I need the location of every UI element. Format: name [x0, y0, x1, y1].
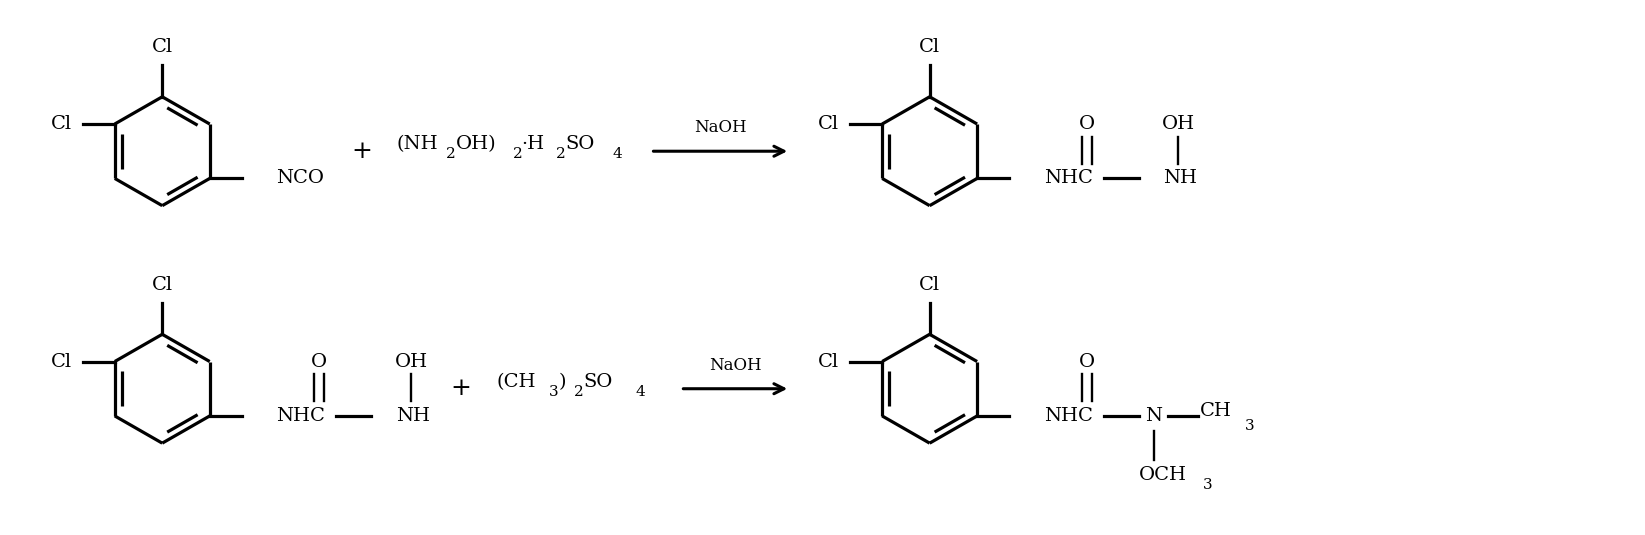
Text: 3: 3: [549, 385, 559, 399]
Text: ·H: ·H: [521, 135, 544, 154]
Text: 2: 2: [574, 385, 584, 399]
Text: O: O: [311, 353, 327, 371]
Text: NH: NH: [396, 407, 429, 425]
Text: NHC: NHC: [1045, 407, 1092, 425]
Text: Cl: Cl: [51, 353, 71, 371]
Text: O: O: [1079, 353, 1096, 371]
Text: SO: SO: [584, 373, 614, 391]
Text: 2: 2: [513, 147, 523, 161]
Text: 3: 3: [1245, 419, 1255, 433]
Text: OH: OH: [395, 353, 428, 371]
Text: Cl: Cl: [920, 39, 941, 56]
Text: SO: SO: [566, 135, 595, 154]
Text: (NH: (NH: [396, 135, 438, 154]
Text: 4: 4: [635, 385, 645, 399]
Text: 2: 2: [446, 147, 456, 161]
Text: NHC: NHC: [1045, 170, 1092, 187]
Text: NCO: NCO: [276, 170, 324, 187]
Text: NHC: NHC: [276, 407, 326, 425]
Text: CH: CH: [1201, 402, 1232, 420]
Text: 4: 4: [612, 147, 622, 161]
Text: 2: 2: [556, 147, 566, 161]
Text: Cl: Cl: [818, 353, 839, 371]
Text: Cl: Cl: [818, 115, 839, 133]
Text: OH: OH: [1161, 115, 1194, 133]
Text: +: +: [451, 377, 472, 400]
Text: Cl: Cl: [151, 276, 173, 294]
Text: OH): OH): [456, 135, 497, 154]
Text: Cl: Cl: [920, 276, 941, 294]
Text: N: N: [1145, 407, 1161, 425]
Text: O: O: [1079, 115, 1096, 133]
Text: Cl: Cl: [51, 115, 71, 133]
Text: NH: NH: [1163, 170, 1198, 187]
Text: +: +: [350, 140, 372, 163]
Text: NaOH: NaOH: [694, 119, 747, 136]
Text: NaOH: NaOH: [709, 357, 762, 374]
Text: 3: 3: [1204, 478, 1212, 492]
Text: Cl: Cl: [151, 39, 173, 56]
Text: OCH: OCH: [1138, 467, 1186, 484]
Text: ): ): [559, 373, 566, 391]
Text: (CH: (CH: [497, 373, 536, 391]
